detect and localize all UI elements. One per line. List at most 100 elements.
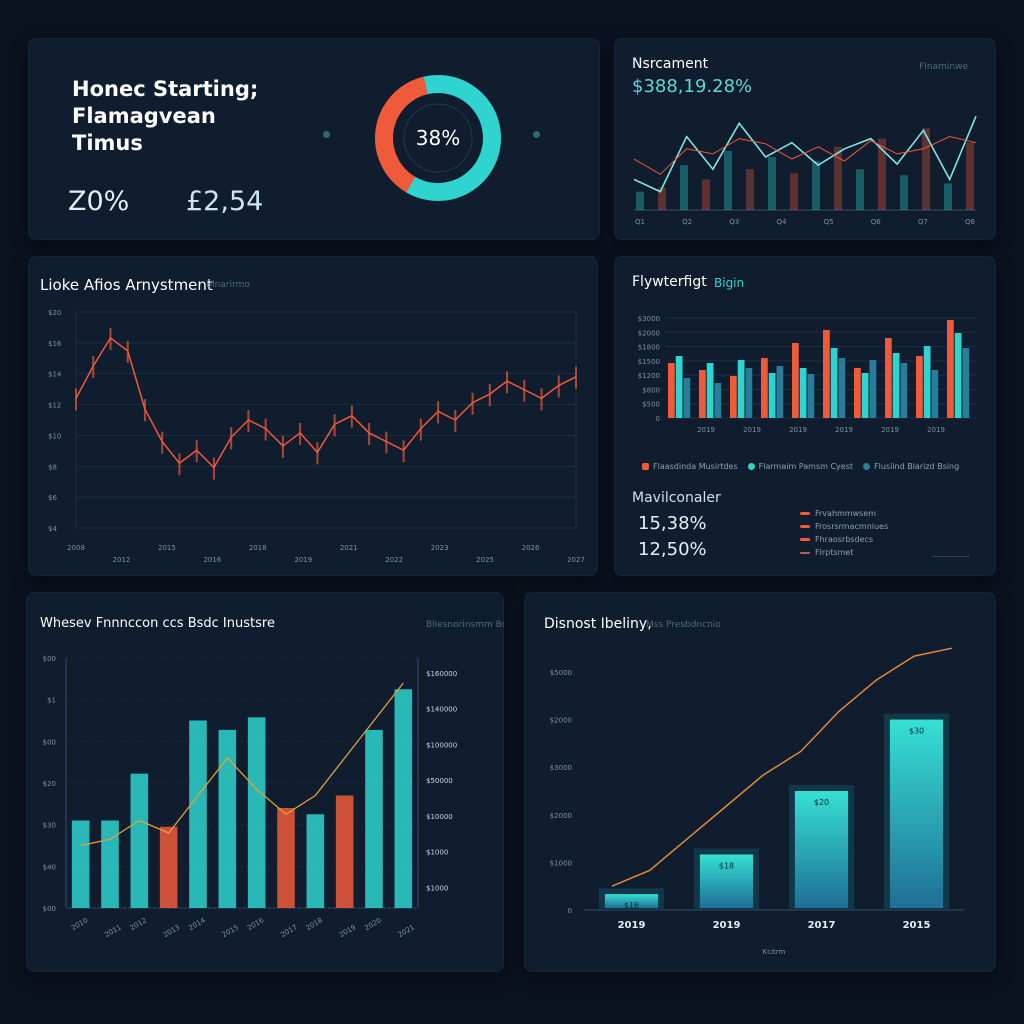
mini-stats-list: Frvahmmwsem Frosrsrmacmniues Fhraosrbsde… (800, 507, 888, 559)
x-axis-label: Kcitrm (763, 948, 786, 956)
bar-chart-panel: Flywterfigt Bigin $3000 $2000 $1800 $1500 $1… (614, 256, 996, 576)
legend-label: Flaasdinda Musirtdes (653, 462, 738, 471)
y-right-tick-label: $10000 (426, 813, 453, 821)
y-tick-label: $8 (48, 463, 57, 471)
x-tick-label: 2019 (338, 923, 357, 939)
y-tick-label: $00 (43, 905, 56, 913)
x-tick-label: Q3 (729, 218, 739, 226)
series-line (633, 136, 977, 175)
bar (218, 729, 237, 908)
bar (394, 689, 413, 908)
nav-dot-right[interactable] (533, 131, 540, 138)
line-chart-panel: Lioke Afios Arnystment Blnarirmo $20 $16 $… (28, 256, 598, 576)
divider (932, 556, 970, 557)
bar (746, 169, 754, 210)
bar (878, 138, 886, 210)
y-right-tick-label: $160000 (426, 670, 457, 678)
legend-item[interactable]: Flarmaim Pamsm Cyest (747, 462, 853, 471)
y-tick-label: $1 (47, 697, 56, 705)
bar (636, 191, 644, 210)
bar (702, 179, 710, 210)
x-tick-label: 2018 (249, 544, 267, 552)
bar (683, 378, 691, 418)
kpi-value-right: £2,54 (186, 186, 264, 217)
bar (768, 156, 776, 210)
bar (900, 363, 908, 418)
bar (830, 348, 838, 418)
legend-item[interactable]: Flaasdinda Musirtdes (642, 462, 738, 471)
y-tick-label: $1000 (550, 859, 572, 867)
bar (823, 330, 830, 418)
bars-title: Flywterfigt (632, 274, 707, 290)
bar (900, 175, 908, 210)
growth-chart: $5000 $2000 $3000 $2000 $1000 0 $16 2019 $18 2019… (550, 647, 964, 956)
x-tick-label: 2018 (305, 916, 324, 932)
bar (834, 146, 842, 210)
list-item: Fhraosrbsdecs (800, 533, 888, 546)
legend-swatch-coral (642, 463, 649, 470)
x-tick-label: 2010 (70, 916, 89, 932)
bar (737, 360, 745, 418)
x-tick-label: 2015 (158, 544, 176, 552)
y-tick-label: $16 (48, 340, 62, 348)
bar (931, 370, 939, 418)
grouped-bar-chart: $3000 $2000 $1800 $1500 $1200 $800 $500 0 2019 20… (638, 315, 976, 434)
y-right-tick-label: $100000 (426, 741, 457, 749)
x-tick-label: 2017 (808, 920, 836, 931)
bar (730, 376, 737, 418)
line-chart: $20 $16 $14 $12 $10 $8 $6 $4 2008 2012 2015 2016 201… (48, 309, 585, 564)
x-tick-label: 2019 (927, 426, 945, 434)
bar (745, 368, 753, 418)
y-tick-label: $20 (48, 309, 61, 317)
bar (962, 348, 970, 418)
nav-dot-left[interactable] (323, 131, 330, 138)
combo-title: Whesev Fnnnccon ccs Bsdc Inustsre (40, 616, 275, 631)
x-tick-label: 2012 (129, 916, 148, 932)
list-item: Frosrsrmacmniues (800, 520, 888, 533)
bar (699, 370, 706, 418)
bar (792, 343, 799, 418)
legend-item[interactable]: Flusilnd Blarizd Bsing (863, 462, 959, 471)
x-tick-label: 2011 (103, 923, 122, 939)
wave-headline: $388,19.28% (632, 76, 753, 97)
y-tick-label: $2000 (550, 812, 572, 820)
x-tick-label: Q2 (682, 218, 692, 226)
x-tick-label: 2016 (203, 556, 221, 564)
x-tick-label: Q8 (965, 218, 975, 226)
x-tick-label: 2019 (618, 920, 646, 931)
bar (812, 161, 820, 210)
bar (916, 356, 923, 418)
y-tick-label: $12 (48, 402, 61, 410)
x-tick-label: 2019 (881, 426, 899, 434)
bar (335, 795, 354, 908)
y-tick-label: $1500 (638, 358, 660, 366)
x-tick-label: Q7 (918, 218, 928, 226)
wave-subtitle: Flnaminwe (919, 62, 968, 72)
x-tick-label: 2019 (294, 556, 312, 564)
combo-subtitle: Bliesnorinsmm Bsnpnlos (426, 620, 504, 630)
bar-label: $16 (624, 901, 639, 910)
y-tick-label: $4 (48, 525, 57, 533)
y-right-tick-label: $1000 (426, 849, 448, 857)
mini-stat-2: 12,50% (638, 539, 707, 560)
x-tick-label: 2020 (363, 916, 382, 932)
bar (675, 356, 683, 418)
bar (604, 894, 659, 908)
list-marker (800, 525, 810, 528)
y-tick-label: $500 (642, 401, 660, 409)
bar-label: $18 (719, 861, 734, 870)
bar (776, 366, 784, 418)
growth-subtitle: Mss Presbdncnio (646, 620, 721, 630)
y-tick-label: $3000 (638, 315, 660, 323)
y-right-tick-label: $50000 (426, 777, 453, 785)
bar (954, 333, 962, 418)
y-tick-label: $00 (43, 655, 56, 663)
line-subtitle: Blnarirmo (206, 280, 250, 290)
bar (885, 338, 892, 418)
bar-label: $30 (909, 727, 924, 736)
x-tick-label: 2015 (221, 923, 240, 939)
legend-swatch-teal (747, 463, 755, 470)
bar (892, 353, 900, 418)
bar (807, 374, 815, 418)
y-tick-label: $2000 (550, 717, 572, 725)
